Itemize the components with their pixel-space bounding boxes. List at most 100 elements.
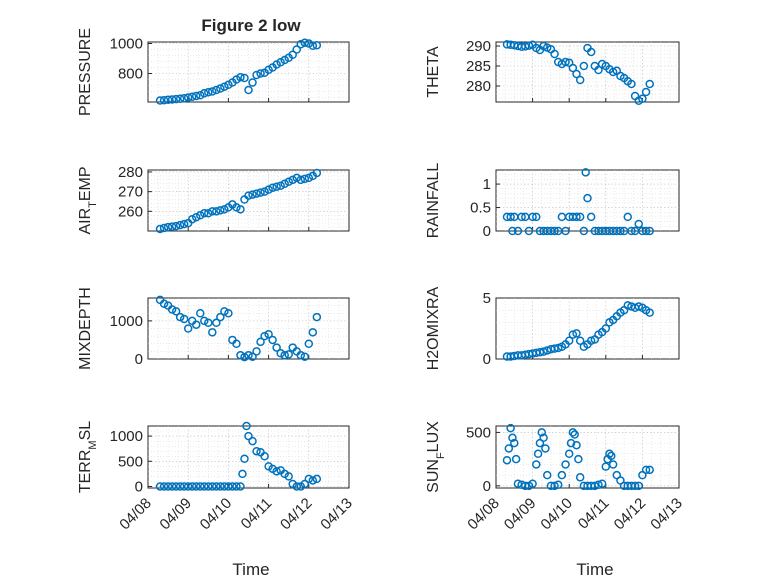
data-point	[232, 339, 241, 348]
panel-terr-msl: 0 500 1000 04/08 04/09 04/10 04/11 04/12 04/13 TE…	[77, 421, 356, 534]
data-point	[553, 480, 563, 490]
data-point	[183, 93, 193, 102]
data-point	[532, 460, 541, 469]
data-point	[175, 94, 185, 103]
data-point	[252, 446, 261, 456]
data-point	[244, 350, 253, 360]
data-point	[220, 482, 229, 491]
data-point	[292, 173, 301, 183]
x-axis-label-left: Time	[232, 560, 269, 579]
data-points	[155, 168, 322, 234]
data-point	[244, 85, 253, 95]
data-point	[244, 191, 253, 200]
y-axis-label: THETA	[425, 46, 442, 98]
data-point	[300, 352, 310, 361]
data-point	[159, 482, 169, 491]
panel-h2omixra: 0 5 H2OMIXRA	[425, 286, 680, 370]
data-point	[196, 91, 205, 100]
data-point	[204, 209, 213, 218]
data-point	[579, 61, 589, 71]
grid-lines	[148, 426, 349, 488]
data-point	[581, 168, 590, 177]
data-point	[284, 350, 293, 359]
data-point	[594, 480, 603, 490]
data-point	[583, 193, 592, 203]
data-point	[506, 423, 515, 433]
data-point	[524, 226, 534, 236]
data-point	[572, 440, 581, 450]
data-point	[564, 449, 574, 459]
data-point	[196, 482, 205, 491]
x-tick-label: 04/09	[501, 495, 540, 534]
data-point	[155, 224, 165, 234]
data-point	[208, 207, 217, 216]
data-point	[296, 40, 306, 49]
data-point	[528, 479, 537, 488]
data-point	[167, 222, 177, 231]
data-point	[608, 460, 618, 469]
figure-title: Figure 2 low	[201, 16, 301, 35]
y-axis-label: TERRMSL	[77, 421, 99, 493]
grid-lines	[496, 170, 679, 231]
data-point	[179, 314, 189, 324]
data-point	[541, 444, 550, 453]
y-tick-label: 0	[135, 351, 143, 368]
data-point	[268, 183, 277, 192]
data-point	[508, 433, 517, 443]
data-points	[502, 423, 654, 491]
data-point	[167, 95, 177, 104]
data-point	[220, 82, 229, 91]
data-points	[502, 301, 654, 361]
data-point	[601, 462, 611, 471]
data-point	[506, 212, 515, 222]
data-point	[641, 465, 651, 475]
data-point	[248, 190, 257, 199]
data-point	[645, 226, 654, 236]
data-point	[179, 219, 189, 229]
data-point	[252, 70, 261, 80]
grid-lines	[496, 298, 679, 359]
data-point	[256, 188, 265, 197]
data-point	[575, 336, 585, 345]
data-point	[634, 481, 643, 491]
data-point	[171, 221, 181, 231]
data-point	[292, 482, 301, 491]
data-point	[204, 482, 213, 491]
y-tick-label: 270	[118, 184, 143, 201]
data-point	[542, 470, 552, 480]
data-point	[187, 92, 197, 101]
data-point	[627, 79, 636, 89]
data-point	[641, 87, 651, 97]
y-axis-label: PRESSURE	[77, 28, 94, 116]
x-axis-label-right: Time	[576, 560, 613, 579]
data-point	[163, 222, 173, 232]
data-point	[284, 177, 293, 187]
data-point	[568, 63, 578, 73]
data-point	[312, 474, 322, 484]
data-point	[568, 330, 578, 339]
data-point	[272, 467, 281, 476]
data-point	[586, 336, 596, 345]
data-point	[272, 182, 281, 191]
data-point	[248, 352, 257, 361]
data-point	[159, 299, 169, 308]
data-point	[191, 320, 201, 329]
data-point	[561, 226, 570, 236]
data-point	[175, 482, 185, 491]
data-point	[508, 226, 517, 236]
data-point	[200, 209, 209, 218]
data-point	[590, 481, 600, 491]
data-point	[171, 307, 181, 316]
data-point	[272, 343, 281, 352]
y-tick-label: 1000	[110, 313, 143, 330]
data-point	[216, 482, 225, 491]
data-point	[187, 482, 197, 491]
x-tick-label: 04/12	[277, 495, 316, 534]
data-point	[252, 347, 261, 356]
data-point	[256, 69, 265, 78]
data-point	[216, 312, 225, 322]
y-tick-label: 1000	[110, 36, 143, 53]
data-point	[572, 69, 581, 79]
data-point	[159, 223, 169, 233]
x-tick-label: 04/09	[156, 495, 195, 534]
